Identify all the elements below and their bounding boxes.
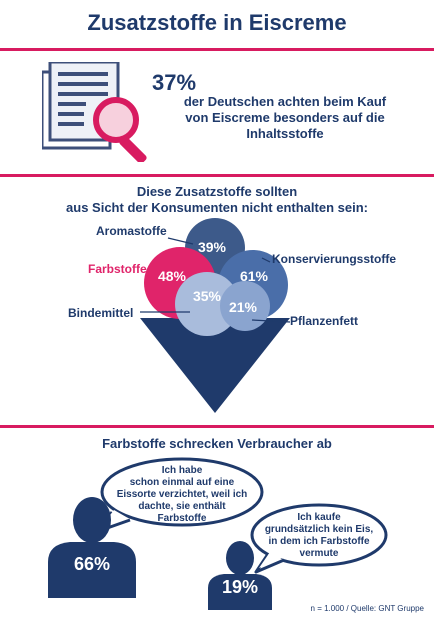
- cone-shape: [140, 318, 290, 413]
- quote-2-line: grundsätzlich kein Eis,: [264, 524, 374, 535]
- quote-2: Ich kaufe grundsätzlich kein Eis, in dem…: [254, 512, 384, 560]
- pointer-line: [261, 257, 271, 263]
- quote-1-line: schon einmal auf eine: [129, 477, 235, 488]
- label-bindemittel: Bindemittel: [68, 306, 134, 320]
- people-graphic: [48, 457, 388, 610]
- speech-bubble-1: [94, 457, 264, 534]
- quote-1-line: dachte, sie enthält: [138, 501, 226, 512]
- person-2-percent: 19%: [221, 577, 259, 597]
- divider-bottom: [0, 425, 434, 428]
- person-silhouette-icon: [48, 497, 136, 598]
- label-konservierungsstoffe: Konservierungsstoffe: [272, 252, 397, 266]
- quote-2-line: in dem ich Farbstoffe: [268, 536, 370, 547]
- section2-heading: Diese Zusatzstoffe sollten aus Sicht der…: [0, 184, 434, 216]
- person-silhouette-icon: [208, 541, 272, 610]
- document-magnifier-icon: [42, 62, 147, 162]
- quote-1-line: Eissorte verzichtet, weil ich: [116, 489, 248, 500]
- quote-2-line: vermute: [299, 548, 339, 559]
- section2-heading-line: aus Sicht der Konsumenten nicht enthalte…: [66, 200, 368, 215]
- scoop-bindemittel: [175, 272, 239, 336]
- intro-line: Inhaltsstoffe: [246, 126, 324, 141]
- pointer-line: [167, 237, 194, 245]
- intro-line: von Eiscreme besonders auf die: [185, 110, 385, 125]
- pointer-line: [251, 319, 291, 323]
- percent-konservierungsstoffe: 61%: [240, 268, 269, 284]
- quote-1: Ich habe schon einmal auf eine Eissorte …: [102, 465, 262, 525]
- ice-cream-graphic: 39% 48% 61% 35% 21%: [140, 218, 291, 413]
- source-footer: n = 1.000 / Quelle: GNT Gruppe: [310, 604, 424, 613]
- scoop-pflanzenfett: [220, 281, 270, 331]
- percent-bindemittel: 35%: [193, 288, 222, 304]
- intro-line: der Deutschen achten beim Kauf: [183, 94, 387, 109]
- percent-farbstoffe: 48%: [158, 268, 187, 284]
- divider-top: [0, 48, 434, 51]
- percent-pflanzenfett: 21%: [229, 299, 258, 315]
- label-pflanzenfett: Pflanzenfett: [290, 314, 359, 328]
- person-1-percent: 66%: [73, 554, 111, 574]
- quote-2-line: Ich kaufe: [297, 512, 341, 523]
- intro-text: der Deutschen achten beim Kauf von Eiscr…: [140, 94, 430, 142]
- section3-heading: Farbstoffe schrecken Verbraucher ab: [102, 436, 332, 451]
- percent-aromastoffe: 39%: [198, 239, 227, 255]
- intro-percent: 37%: [152, 70, 197, 95]
- section2-heading-line: Diese Zusatzstoffe sollten: [136, 184, 298, 199]
- label-farbstoffe: Farbstoffe: [88, 262, 147, 276]
- page-title: Zusatzstoffe in Eiscreme: [87, 10, 347, 35]
- quote-1-line: Ich habe: [161, 465, 203, 476]
- divider-middle: [0, 174, 434, 177]
- label-aromastoffe: Aromastoffe: [96, 224, 167, 238]
- quote-1-line: Farbstoffe: [157, 513, 207, 524]
- speech-bubble-2: [250, 503, 388, 574]
